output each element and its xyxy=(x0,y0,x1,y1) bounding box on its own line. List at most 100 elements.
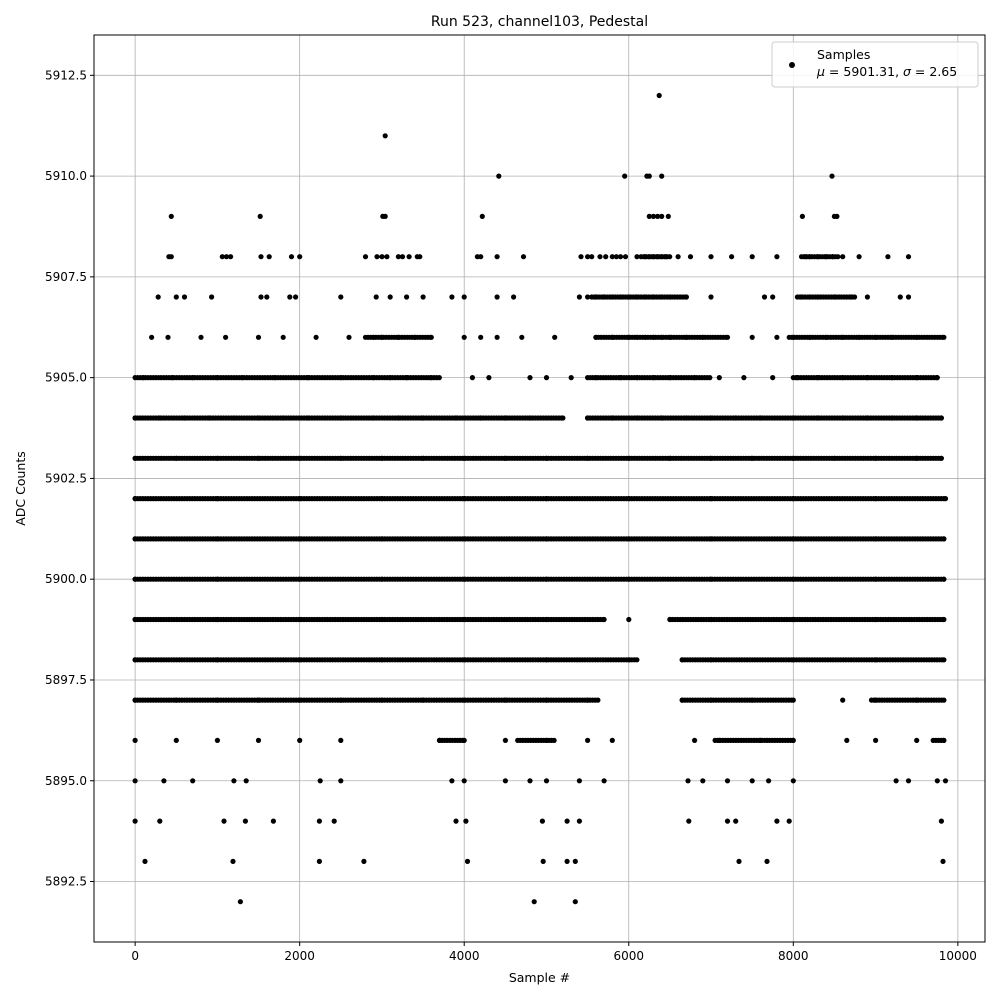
data-point xyxy=(338,778,344,784)
data-point xyxy=(168,254,174,260)
data-point xyxy=(585,455,591,461)
data-point xyxy=(914,334,920,340)
data-point xyxy=(564,818,570,824)
data-point xyxy=(379,254,385,260)
data-point xyxy=(239,375,245,381)
data-point xyxy=(873,697,879,703)
legend: Samples μ = 5901.31, σ = 2.65 xyxy=(771,41,979,88)
data-point xyxy=(258,254,264,260)
data-point xyxy=(609,737,615,744)
data-point xyxy=(659,334,665,340)
data-point xyxy=(543,778,550,784)
data-point xyxy=(379,455,385,461)
data-point xyxy=(313,334,319,340)
data-point xyxy=(266,254,272,260)
data-point xyxy=(223,254,230,260)
data-point xyxy=(667,375,673,381)
data-point xyxy=(255,334,262,340)
data-point xyxy=(382,213,388,219)
data-point xyxy=(729,254,735,260)
legend-sigma-symbol: σ xyxy=(903,64,912,79)
data-point xyxy=(665,213,671,219)
data-point xyxy=(617,254,624,260)
data-point xyxy=(634,657,640,663)
data-point xyxy=(790,657,796,663)
data-point xyxy=(942,496,949,502)
x-tick-label: 2000 xyxy=(284,949,315,963)
data-point xyxy=(873,576,879,582)
data-point xyxy=(626,536,632,542)
data-point xyxy=(231,778,237,784)
data-point xyxy=(287,294,293,300)
data-point xyxy=(679,697,685,703)
data-point xyxy=(873,334,879,340)
data-point xyxy=(593,334,599,340)
data-point xyxy=(708,455,714,461)
data-point xyxy=(242,818,248,824)
data-point xyxy=(502,737,508,744)
data-point xyxy=(297,616,303,623)
data-point xyxy=(379,334,385,340)
data-point xyxy=(724,818,731,824)
data-point xyxy=(338,737,344,744)
data-point xyxy=(897,294,903,300)
x-tick-label: 6000 xyxy=(613,949,644,963)
data-point xyxy=(650,294,657,300)
data-point xyxy=(219,254,225,260)
data-point xyxy=(914,455,920,461)
data-point xyxy=(132,697,138,703)
data-point xyxy=(692,737,698,744)
data-point xyxy=(642,294,648,300)
data-point xyxy=(243,778,249,784)
data-point xyxy=(634,334,640,340)
data-point xyxy=(379,657,385,663)
data-point xyxy=(478,254,484,260)
data-point xyxy=(478,415,484,421)
data-point xyxy=(938,455,945,461)
data-point xyxy=(873,536,879,542)
data-point xyxy=(142,858,148,865)
data-point xyxy=(417,254,423,260)
data-point xyxy=(675,254,681,260)
data-point xyxy=(749,778,755,784)
data-point xyxy=(155,294,161,300)
data-point xyxy=(770,375,776,381)
data-point xyxy=(173,737,179,744)
data-point xyxy=(449,294,455,300)
data-point xyxy=(601,778,607,784)
data-point xyxy=(280,415,286,421)
data-point xyxy=(617,375,624,381)
data-point xyxy=(461,616,467,623)
data-point xyxy=(543,455,550,461)
data-point xyxy=(941,697,947,703)
data-point xyxy=(905,294,912,300)
data-point xyxy=(815,415,821,421)
data-point xyxy=(585,415,591,421)
data-point xyxy=(576,778,583,784)
data-point xyxy=(453,818,459,824)
data-point xyxy=(790,536,796,542)
data-point xyxy=(848,294,854,300)
data-point xyxy=(428,375,434,381)
data-point xyxy=(650,213,657,219)
data-point xyxy=(214,536,220,542)
data-point xyxy=(576,294,583,300)
data-point xyxy=(941,616,947,623)
data-point xyxy=(889,375,895,381)
data-point xyxy=(157,415,163,421)
y-tick-label: 5895.0 xyxy=(45,774,87,788)
data-point xyxy=(551,737,557,744)
data-point xyxy=(379,616,385,623)
data-point xyxy=(255,737,262,744)
data-point xyxy=(478,334,484,340)
data-point xyxy=(659,254,665,260)
data-point xyxy=(646,254,652,260)
data-point xyxy=(667,294,673,300)
data-point xyxy=(543,616,550,623)
data-point xyxy=(941,576,947,582)
data-point xyxy=(379,496,385,502)
data-point xyxy=(272,375,278,381)
data-point xyxy=(601,294,607,300)
data-point xyxy=(708,254,714,260)
